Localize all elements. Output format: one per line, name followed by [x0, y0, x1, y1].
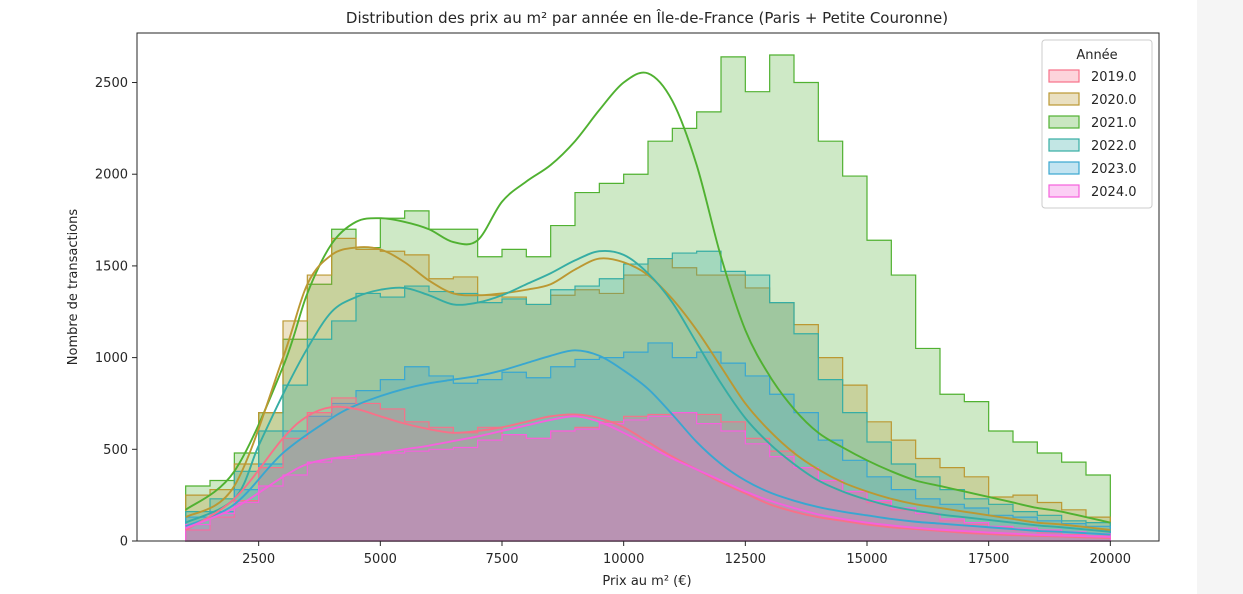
legend-label-2023-0: 2023.0	[1091, 162, 1137, 177]
legend: Année 2019.0 2020.0 2021.0 2022.0 2023.0 2024.…	[1041, 39, 1153, 209]
plot-frame	[136, 32, 1160, 542]
series-2022-0	[185, 250, 1111, 542]
legend-label-2024-0: 2024.0	[1091, 185, 1137, 200]
chart-title: Distribution des prix au m² par année en…	[346, 8, 948, 27]
x-tick-label-2500: 2500	[242, 552, 275, 567]
x-axis-label: Prix au m² (€)	[602, 574, 691, 589]
x-tick-label-15000: 15000	[846, 552, 887, 567]
y-tick-label-2500: 2500	[95, 76, 128, 91]
kde-curve-2023-0	[185, 349, 1111, 536]
legend-swatch-2021-0	[1048, 115, 1080, 129]
legend-label-2021-0: 2021.0	[1091, 116, 1137, 131]
step-area-2022-0	[185, 250, 1111, 542]
y-tick-label-0: 0	[120, 535, 128, 550]
y-tick-label-1000: 1000	[95, 351, 128, 366]
legend-swatch-2020-0	[1048, 92, 1080, 106]
legend-label-2020-0: 2020.0	[1091, 93, 1137, 108]
legend-title: Année	[1076, 48, 1117, 63]
legend-label-2022-0: 2022.0	[1091, 139, 1137, 154]
y-tick-label-500: 500	[103, 443, 128, 458]
y-tick-label-1500: 1500	[95, 259, 128, 274]
kde-curve-2024-0	[185, 415, 1111, 538]
y-axis: 0 500 1000 1500 2000 2500	[95, 76, 137, 550]
legend-swatch-2024-0	[1048, 184, 1080, 198]
legend-swatch-2019-0	[1048, 69, 1080, 83]
x-tick-label-5000: 5000	[364, 552, 397, 567]
kde-curve-2019-0	[185, 405, 1111, 540]
y-tick-label-2000: 2000	[95, 168, 128, 183]
histogram-chart: Distribution des prix au m² par année en…	[66, 8, 1160, 589]
kde-curve-2021-0	[185, 71, 1111, 524]
x-tick-label-17500: 17500	[968, 552, 1009, 567]
legend-label-2019-0: 2019.0	[1091, 70, 1137, 85]
x-tick-label-20000: 20000	[1090, 552, 1131, 567]
x-tick-label-10000: 10000	[603, 552, 644, 567]
legend-swatch-2022-0	[1048, 138, 1080, 152]
x-tick-label-7500: 7500	[485, 552, 518, 567]
kde-curve-2022-0	[185, 249, 1111, 533]
plot-area	[185, 54, 1111, 542]
x-axis: 2500 5000 7500 10000 12500 15000 17500 20000	[242, 541, 1131, 567]
y-axis-label: Nombre de transactions	[66, 209, 81, 366]
legend-swatch-2023-0	[1048, 161, 1080, 175]
x-tick-label-12500: 12500	[725, 552, 766, 567]
scrollbar-strip	[1197, 0, 1243, 594]
